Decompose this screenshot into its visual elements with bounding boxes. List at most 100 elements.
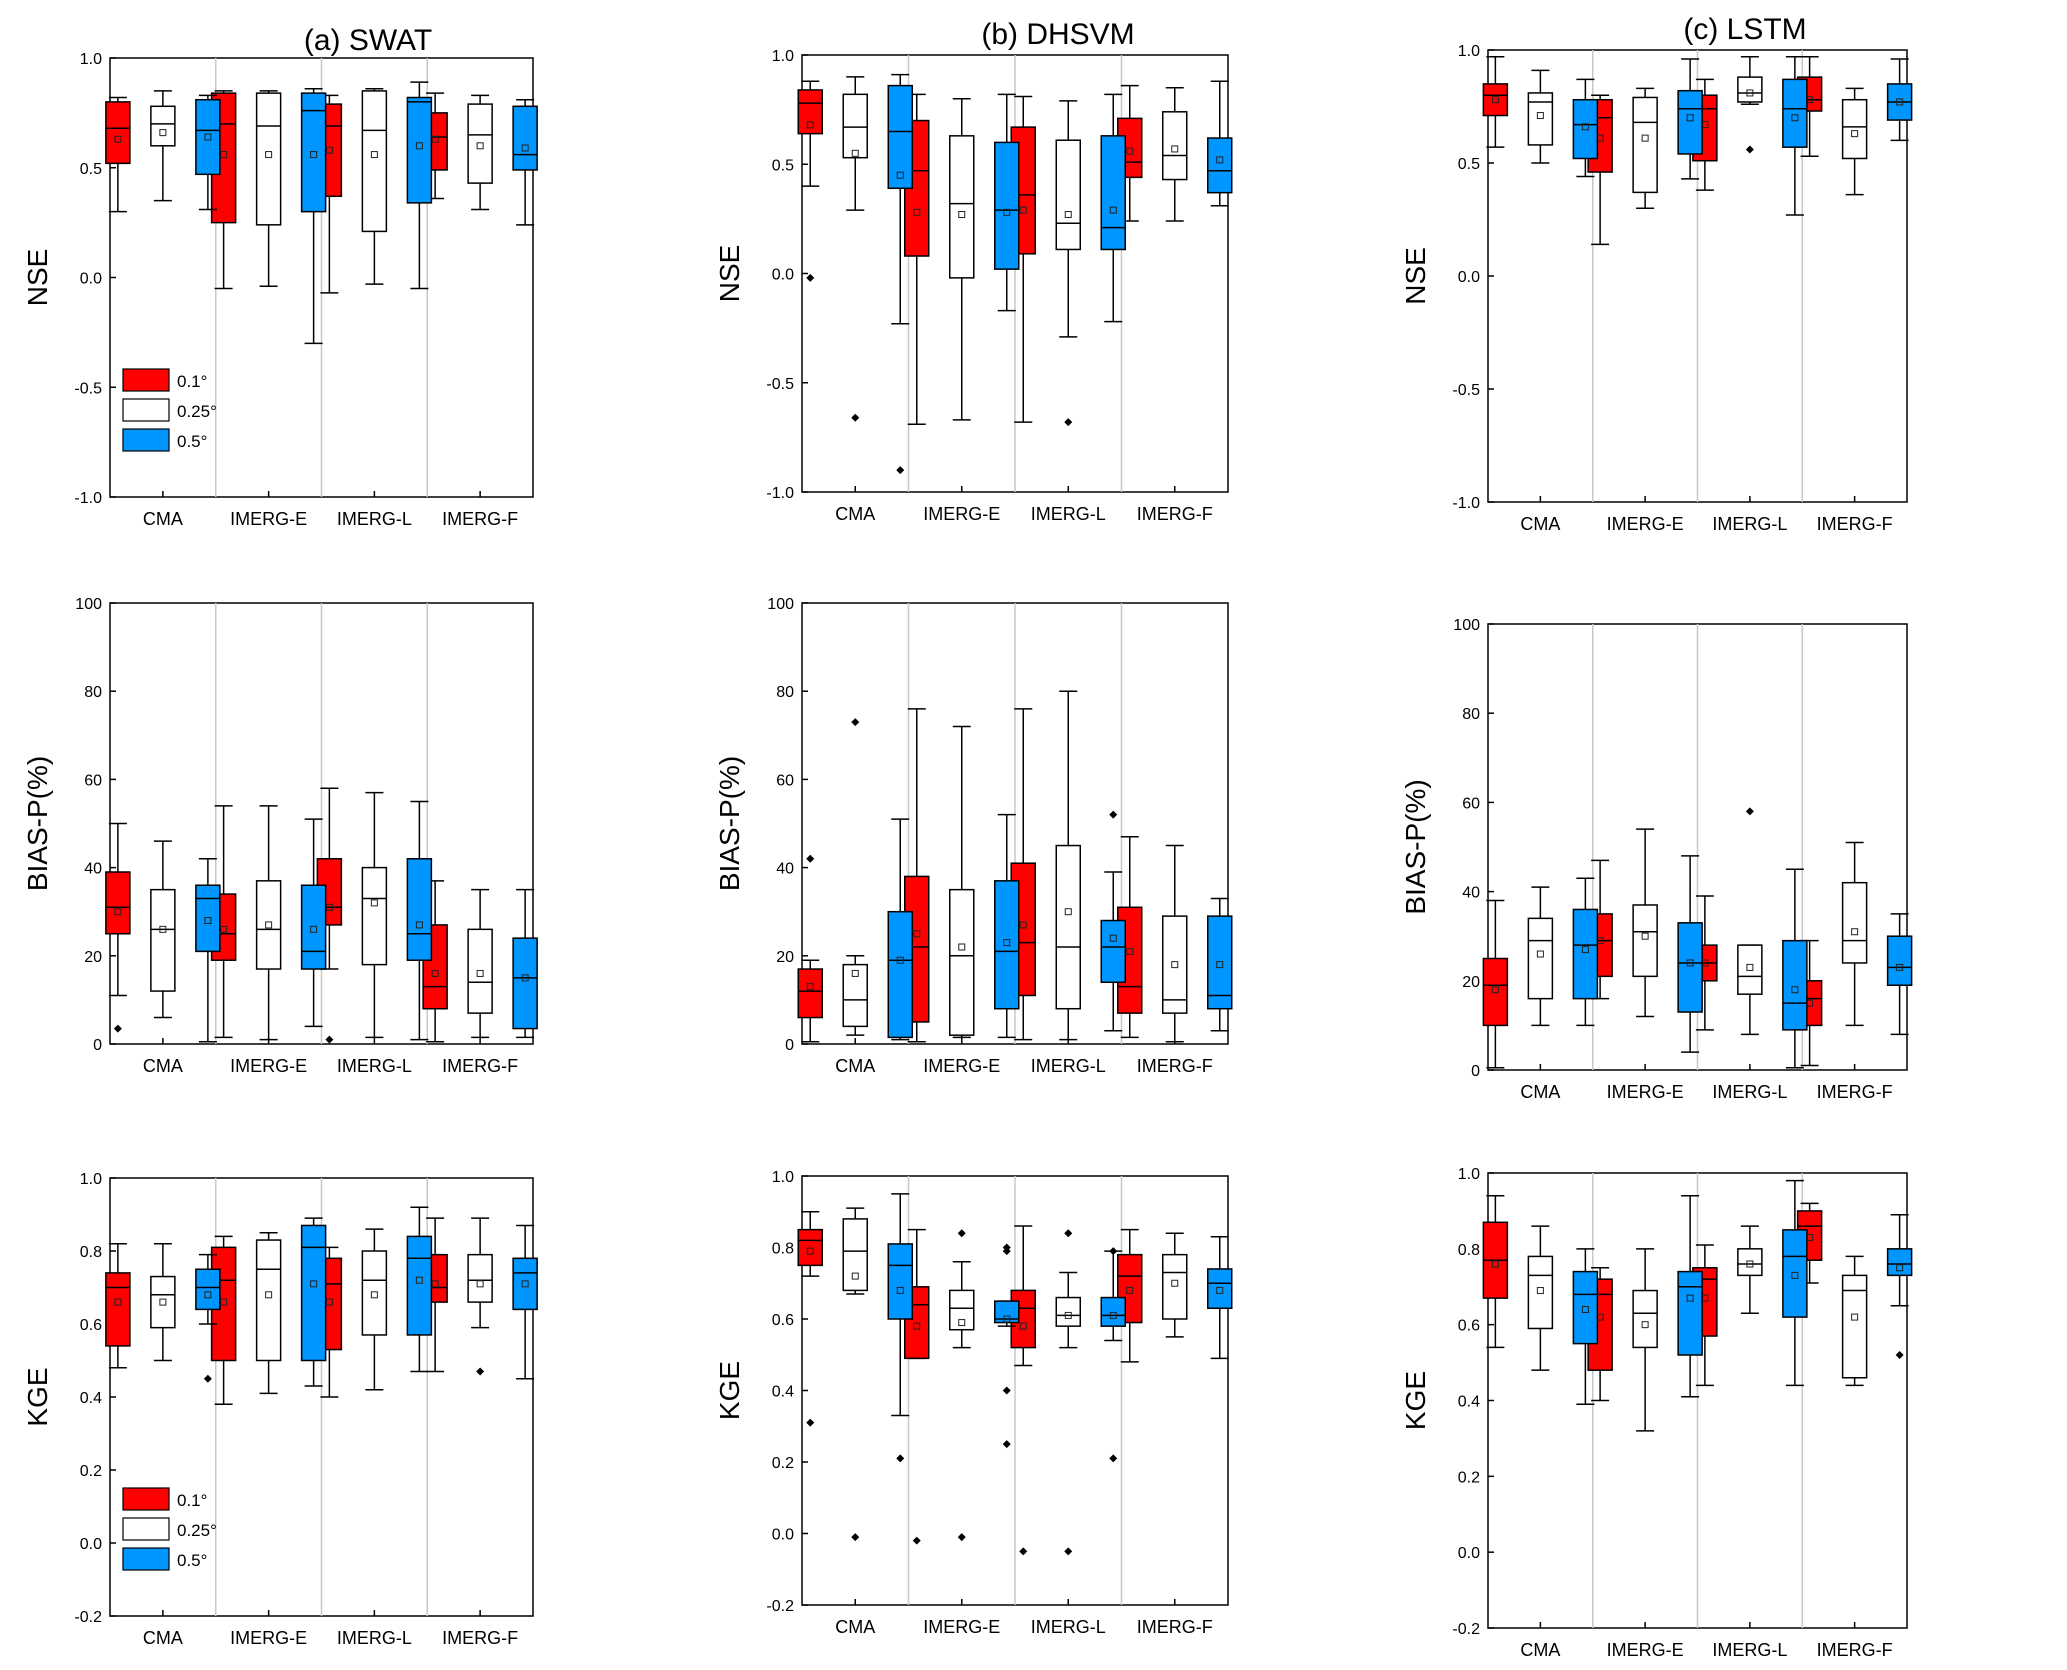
outlier-marker (476, 1367, 485, 1376)
box-imerg-f-0.5deg (1886, 913, 1913, 1036)
panel-bias-p--5: 0 20 40 60 80 100 BIAS-P(%) CMA IMERG-E IMERG-L IM… (1400, 617, 1913, 1102)
box-body (195, 98, 221, 176)
mean-marker (913, 930, 921, 938)
box-body (150, 1275, 176, 1329)
y-tick-label: 100 (767, 596, 794, 613)
mean-marker (1896, 963, 1904, 971)
mean-marker (1491, 96, 1499, 104)
outlier-marker (1895, 1351, 1904, 1359)
mean-marker (913, 1322, 921, 1330)
box-body (300, 1224, 327, 1362)
mean-marker (1581, 1306, 1589, 1313)
box-imerg-l-0.25deg (1737, 807, 1763, 1036)
category-label: IMERG-F (1817, 514, 1893, 534)
category-label: IMERG-F (1137, 1617, 1213, 1637)
box-imerg-f-0.5deg (1886, 58, 1913, 142)
mean-marker (1126, 947, 1134, 955)
box-imerg-e-0.5deg (300, 818, 327, 1028)
mean-marker (851, 1272, 859, 1280)
box-cma-0.5deg (1572, 1248, 1599, 1406)
panel-bias-p--4: 0 20 40 60 80 100 BIAS-P(%) CMA IMERG-E IMERG-L IM… (714, 596, 1233, 1076)
box-body (949, 888, 975, 1036)
mean-marker (806, 983, 814, 991)
box-imerg-l-0.25deg (1055, 690, 1081, 1041)
panel-kge-7: -0.2 0.0 0.2 0.4 0.6 0.8 1.0 KGE CMA IMERG-E IMERG… (714, 1169, 1233, 1637)
panel-nse-1: -1.0 -0.5 0.0 0.5 1.0 NSE CMA IMERG-E IMERG-L IME… (714, 48, 1233, 524)
category-label: CMA (1520, 514, 1560, 534)
box-imerg-f-0.5deg (512, 98, 538, 226)
legend-label: 0.5° (177, 1551, 207, 1570)
y-tick-label: 0.4 (772, 1384, 794, 1401)
mean-marker (1686, 1294, 1694, 1302)
box-imerg-e-0.5deg (1677, 855, 1703, 1053)
y-tick-label: 40 (84, 861, 102, 878)
box-imerg-f-0.5deg (1207, 1236, 1233, 1360)
box-imerg-e-0.5deg (1677, 1195, 1703, 1398)
mean-marker (1746, 89, 1754, 97)
mean-marker (521, 974, 529, 982)
box-imerg-e-0.25deg (1632, 1248, 1658, 1432)
box-imerg-e-0.25deg (949, 725, 975, 1039)
y-tick-label: 0 (93, 1037, 102, 1054)
box-body (1886, 1248, 1913, 1277)
outlier-marker (1064, 1547, 1073, 1556)
mean-marker (431, 969, 439, 977)
y-tick-label: 0.6 (772, 1312, 794, 1329)
panel-nse-0: -1.0 -0.5 0.0 0.5 1.0 NSE CMA IMERG-E IMERG-L IME… (22, 51, 538, 529)
outlier-marker (851, 718, 860, 727)
box-body (842, 93, 868, 159)
box-body (1886, 935, 1913, 987)
category-label: IMERG-L (1712, 514, 1787, 534)
mean-marker (476, 1280, 484, 1288)
y-tick-label: 1.0 (80, 1171, 102, 1188)
y-tick-label: 40 (1462, 885, 1480, 902)
legend-swatch (122, 368, 170, 392)
legend-swatch (122, 1517, 170, 1541)
y-tick-label: -0.5 (1452, 382, 1480, 399)
y-axis-label: BIAS-P(%) (22, 756, 53, 891)
y-tick-label: 1.0 (80, 51, 102, 68)
mean-marker (1746, 963, 1754, 971)
category-label: IMERG-E (923, 504, 1000, 524)
box-body (887, 1243, 913, 1320)
box-imerg-f-0.5deg (512, 888, 538, 1039)
box-imerg-e-0.25deg (949, 1229, 975, 1542)
legend-label: 0.25° (177, 1521, 217, 1540)
box-body (1527, 1255, 1554, 1330)
y-tick-label: 0.0 (772, 267, 794, 284)
legend-label: 0.1° (177, 1491, 207, 1510)
box-imerg-f-0.25deg (1162, 87, 1188, 222)
mean-marker (1686, 959, 1694, 967)
box-body (1677, 89, 1703, 155)
mean-marker (1491, 1260, 1499, 1268)
outlier-marker (806, 1418, 815, 1427)
mean-marker (1641, 134, 1649, 142)
mean-marker (415, 142, 423, 150)
mean-marker (896, 956, 904, 964)
box-body (105, 101, 131, 165)
box-cma-0.1deg (797, 80, 823, 282)
box-imerg-f-0.1deg (422, 880, 448, 1043)
box-imerg-l-0.25deg (361, 791, 388, 1039)
mean-marker (521, 144, 529, 152)
y-tick-label: 0.8 (772, 1241, 794, 1258)
y-tick-label: 1.0 (772, 48, 794, 65)
category-label: CMA (143, 509, 183, 529)
box-body (1841, 98, 1868, 160)
y-tick-label: 20 (1462, 974, 1480, 991)
box-body (842, 963, 868, 1028)
y-tick-label: -0.2 (1452, 1621, 1480, 1638)
category-label: IMERG-E (1607, 1082, 1684, 1102)
category-label: IMERG-E (230, 1056, 307, 1076)
category-label: CMA (143, 1056, 183, 1076)
y-tick-label: 0.2 (80, 1463, 102, 1480)
mean-marker (1216, 156, 1224, 164)
legend-swatch (122, 1487, 170, 1511)
box-body (1055, 844, 1081, 1010)
box-imerg-l-0.25deg (1737, 1225, 1763, 1315)
mean-marker (265, 921, 273, 929)
box-body (1162, 915, 1188, 1014)
box-cma-0.1deg (105, 822, 131, 1033)
mean-marker (1536, 1287, 1544, 1295)
category-label: IMERG-L (1031, 1617, 1106, 1637)
